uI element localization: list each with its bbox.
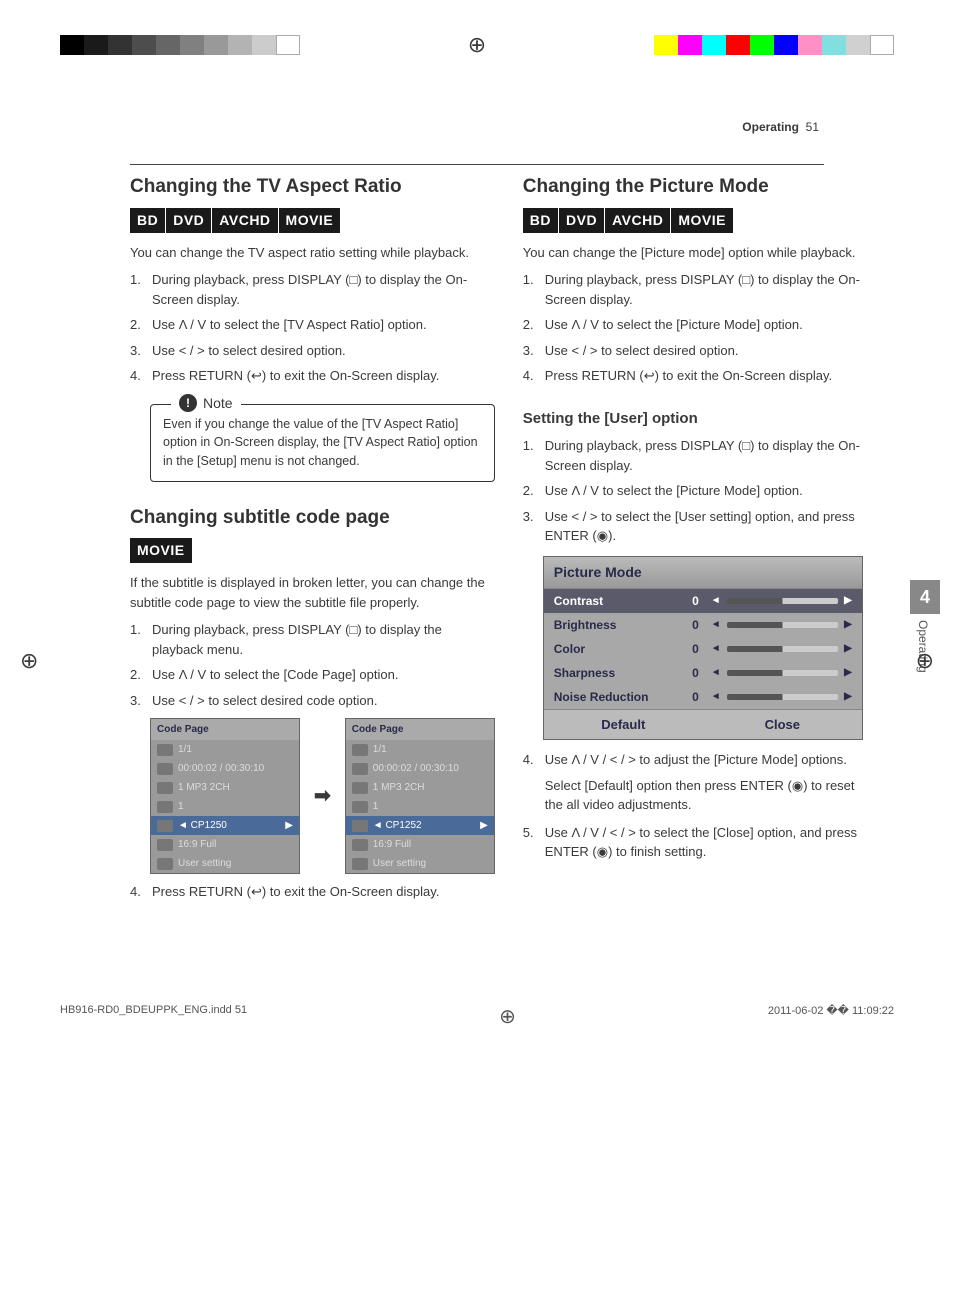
badge-avchd: AVCHD — [605, 208, 670, 233]
badge-bd: BD — [523, 208, 558, 233]
badge-movie: MOVIE — [671, 208, 733, 233]
pm-row-contrast: Contrast0◄▶ — [544, 589, 862, 613]
intro-text: If the subtitle is displayed in broken l… — [130, 573, 495, 612]
default-button: Default — [544, 710, 703, 740]
right-column: Changing the Picture Mode BDDVDAVCHDMOVI… — [523, 173, 863, 924]
arrow-icon: ➡ — [314, 781, 331, 811]
format-badges: MOVIE — [130, 538, 495, 563]
registration-marks: ⊕ — [60, 30, 894, 60]
intro-text: You can change the [Picture mode] option… — [523, 243, 863, 263]
step-item: Use < / > to select the [User setting] o… — [523, 507, 863, 546]
intro-text: You can change the TV aspect ratio setti… — [130, 243, 495, 263]
badge-movie: MOVIE — [130, 538, 192, 563]
step-item: Press RETURN (↩) to exit the On-Screen d… — [523, 366, 863, 386]
page-header: Operating 51 — [60, 120, 894, 134]
badge-movie: MOVIE — [279, 208, 341, 233]
badge-dvd: DVD — [559, 208, 604, 233]
steps-list: During playback, press DISPLAY (□) to di… — [523, 436, 863, 546]
crop-mark-icon: ⊕ — [916, 648, 934, 674]
close-button: Close — [703, 710, 862, 740]
codepage-panel-b: Code Page 1/100:00:02 / 00:30:101 MP3 2C… — [345, 718, 495, 874]
step-item: Use < / > to select desired option. — [130, 341, 495, 361]
target-icon: ⊕ — [468, 32, 486, 58]
heading-aspect-ratio: Changing the TV Aspect Ratio — [130, 173, 495, 202]
step-item: Use < / > to select desired option. — [523, 341, 863, 361]
codepage-panel-a: Code Page 1/100:00:02 / 00:30:101 MP3 2C… — [150, 718, 300, 874]
note-icon: ! — [179, 394, 197, 412]
step-item: Use Λ / V to select the [TV Aspect Ratio… — [130, 315, 495, 335]
steps-list: During playback, press DISPLAY (□) to di… — [523, 270, 863, 386]
badge-bd: BD — [130, 208, 165, 233]
badge-avchd: AVCHD — [212, 208, 277, 233]
step-item: During playback, press DISPLAY (□) to di… — [130, 270, 495, 309]
crop-mark-icon: ⊕ — [499, 1004, 516, 1029]
crop-mark-icon: ⊕ — [20, 648, 38, 674]
step-item: Use Λ / V to select the [Picture Mode] o… — [523, 315, 863, 335]
step-item: Use < / > to select desired code option. — [130, 691, 495, 711]
format-badges: BDDVDAVCHDMOVIE — [523, 208, 863, 233]
left-column: Changing the TV Aspect Ratio BDDVDAVCHDM… — [130, 173, 495, 924]
step-item: Use Λ / V to select the [Picture Mode] o… — [523, 481, 863, 501]
steps-list: During playback, press DISPLAY (□) to di… — [130, 620, 495, 710]
step-item: During playback, press DISPLAY (□) to di… — [130, 620, 495, 659]
note-box: ! Note Even if you change the value of t… — [150, 404, 495, 482]
heading-picture-mode: Changing the Picture Mode — [523, 173, 863, 202]
step-item: Press RETURN (↩) to exit the On-Screen d… — [130, 366, 495, 386]
codepage-screenshots: Code Page 1/100:00:02 / 00:30:101 MP3 2C… — [150, 718, 495, 874]
step-item: Use Λ / V to select the [Code Page] opti… — [130, 665, 495, 685]
pm-row-noise-reduction: Noise Reduction0◄▶ — [544, 685, 862, 709]
pm-row-color: Color0◄▶ — [544, 637, 862, 661]
heading-user-option: Setting the [User] option — [523, 408, 863, 431]
steps-list-cont: Use Λ / V / < / > to adjust the [Picture… — [523, 750, 863, 862]
steps-list-cont: Press RETURN (↩) to exit the On-Screen d… — [130, 882, 495, 902]
format-badges: BDDVDAVCHDMOVIE — [130, 208, 495, 233]
step-item: During playback, press DISPLAY (□) to di… — [523, 436, 863, 475]
page-footer: HB916-RD0_BDEUPPK_ENG.indd 51 ⊕ 2011-06-… — [0, 964, 954, 1039]
pm-row-sharpness: Sharpness0◄▶ — [544, 661, 862, 685]
heading-subtitle-code: Changing subtitle code page — [130, 504, 495, 533]
header-rule — [130, 164, 824, 165]
picture-mode-panel: Picture Mode Contrast0◄▶Brightness0◄▶Col… — [543, 556, 863, 741]
chapter-tab: 4 — [910, 580, 940, 614]
pm-row-brightness: Brightness0◄▶ — [544, 613, 862, 637]
steps-list: During playback, press DISPLAY (□) to di… — [130, 270, 495, 386]
badge-dvd: DVD — [166, 208, 211, 233]
step-item: During playback, press DISPLAY (□) to di… — [523, 270, 863, 309]
